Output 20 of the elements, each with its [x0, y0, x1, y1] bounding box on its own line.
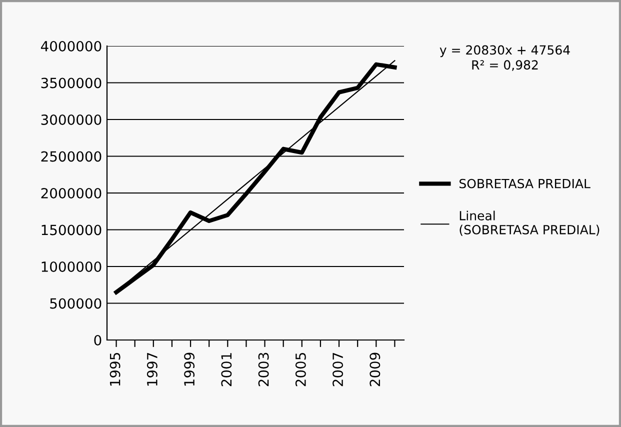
legend-label: Lineal (SOBRETASA PREDIAL) [460, 210, 600, 236]
y-tick-label: 0 [94, 334, 102, 346]
y-tick-label: 2000000 [41, 188, 102, 198]
y-tick-label: 2500000 [41, 151, 102, 162]
x-tick-label: 2005 [295, 353, 306, 386]
y-tick-label: 500000 [50, 298, 102, 309]
x-tick-label: 2003 [258, 352, 269, 386]
y-tick-label: 4000000 [40, 40, 102, 52]
x-tick-label: 2001 [221, 353, 232, 386]
legend-label: SOBRETASA PREDIAL [460, 178, 590, 188]
x-tick-label: 2007 [332, 352, 344, 386]
x-tick-label: 1997 [146, 352, 158, 386]
text: y = 20830x + 47564 R² = 0,982 [440, 45, 570, 71]
x-tick-label: 1995 [110, 353, 120, 386]
x-tick-label: 1999 [184, 352, 195, 386]
y-tick-label: 3000000 [41, 114, 102, 125]
y-tick-label: 1000000 [42, 261, 102, 272]
x-tick-label: 2009 [370, 352, 380, 386]
y-tick-label: 3500000 [41, 78, 102, 88]
y-tick-label: 1500000 [42, 224, 102, 236]
